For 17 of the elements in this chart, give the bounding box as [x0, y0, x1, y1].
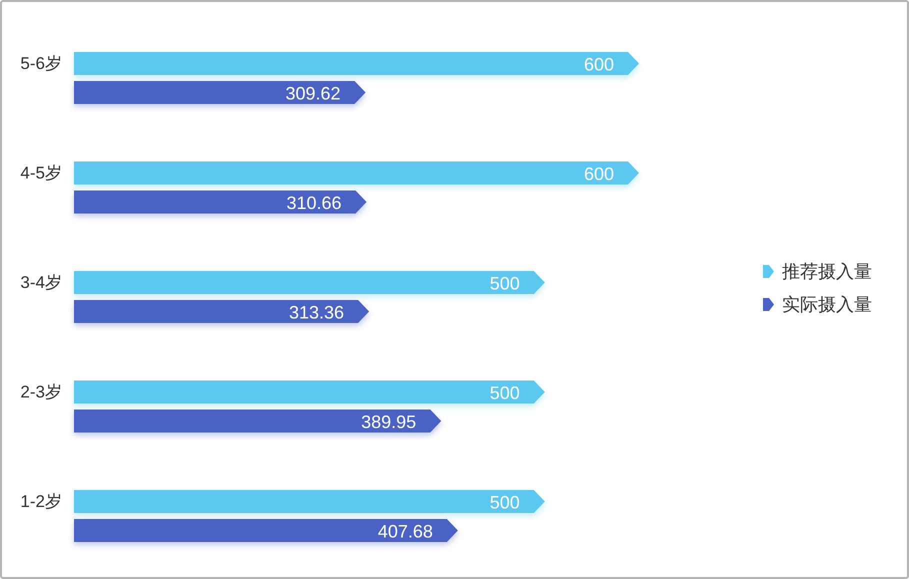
- data-label: 500: [490, 383, 520, 403]
- category-label: 3-4岁: [20, 273, 62, 292]
- data-label: 500: [490, 274, 520, 294]
- data-label: 600: [584, 54, 614, 74]
- category-label: 2-3岁: [20, 382, 62, 402]
- data-label: 310.66: [286, 193, 342, 213]
- category-label: 5-6岁: [20, 54, 62, 73]
- data-label: 309.62: [286, 84, 341, 104]
- data-label: 600: [584, 164, 614, 184]
- data-label: 500: [490, 492, 520, 512]
- category-label: 4-5岁: [20, 164, 62, 182]
- legend-label: 推荐摄入量: [782, 262, 872, 282]
- legend-label: 实际摄入量: [782, 294, 872, 314]
- data-label: 389.95: [361, 412, 416, 432]
- data-label: 313.36: [289, 302, 344, 322]
- data-label: 407.68: [378, 522, 433, 542]
- category-label: 1-2岁: [20, 492, 62, 511]
